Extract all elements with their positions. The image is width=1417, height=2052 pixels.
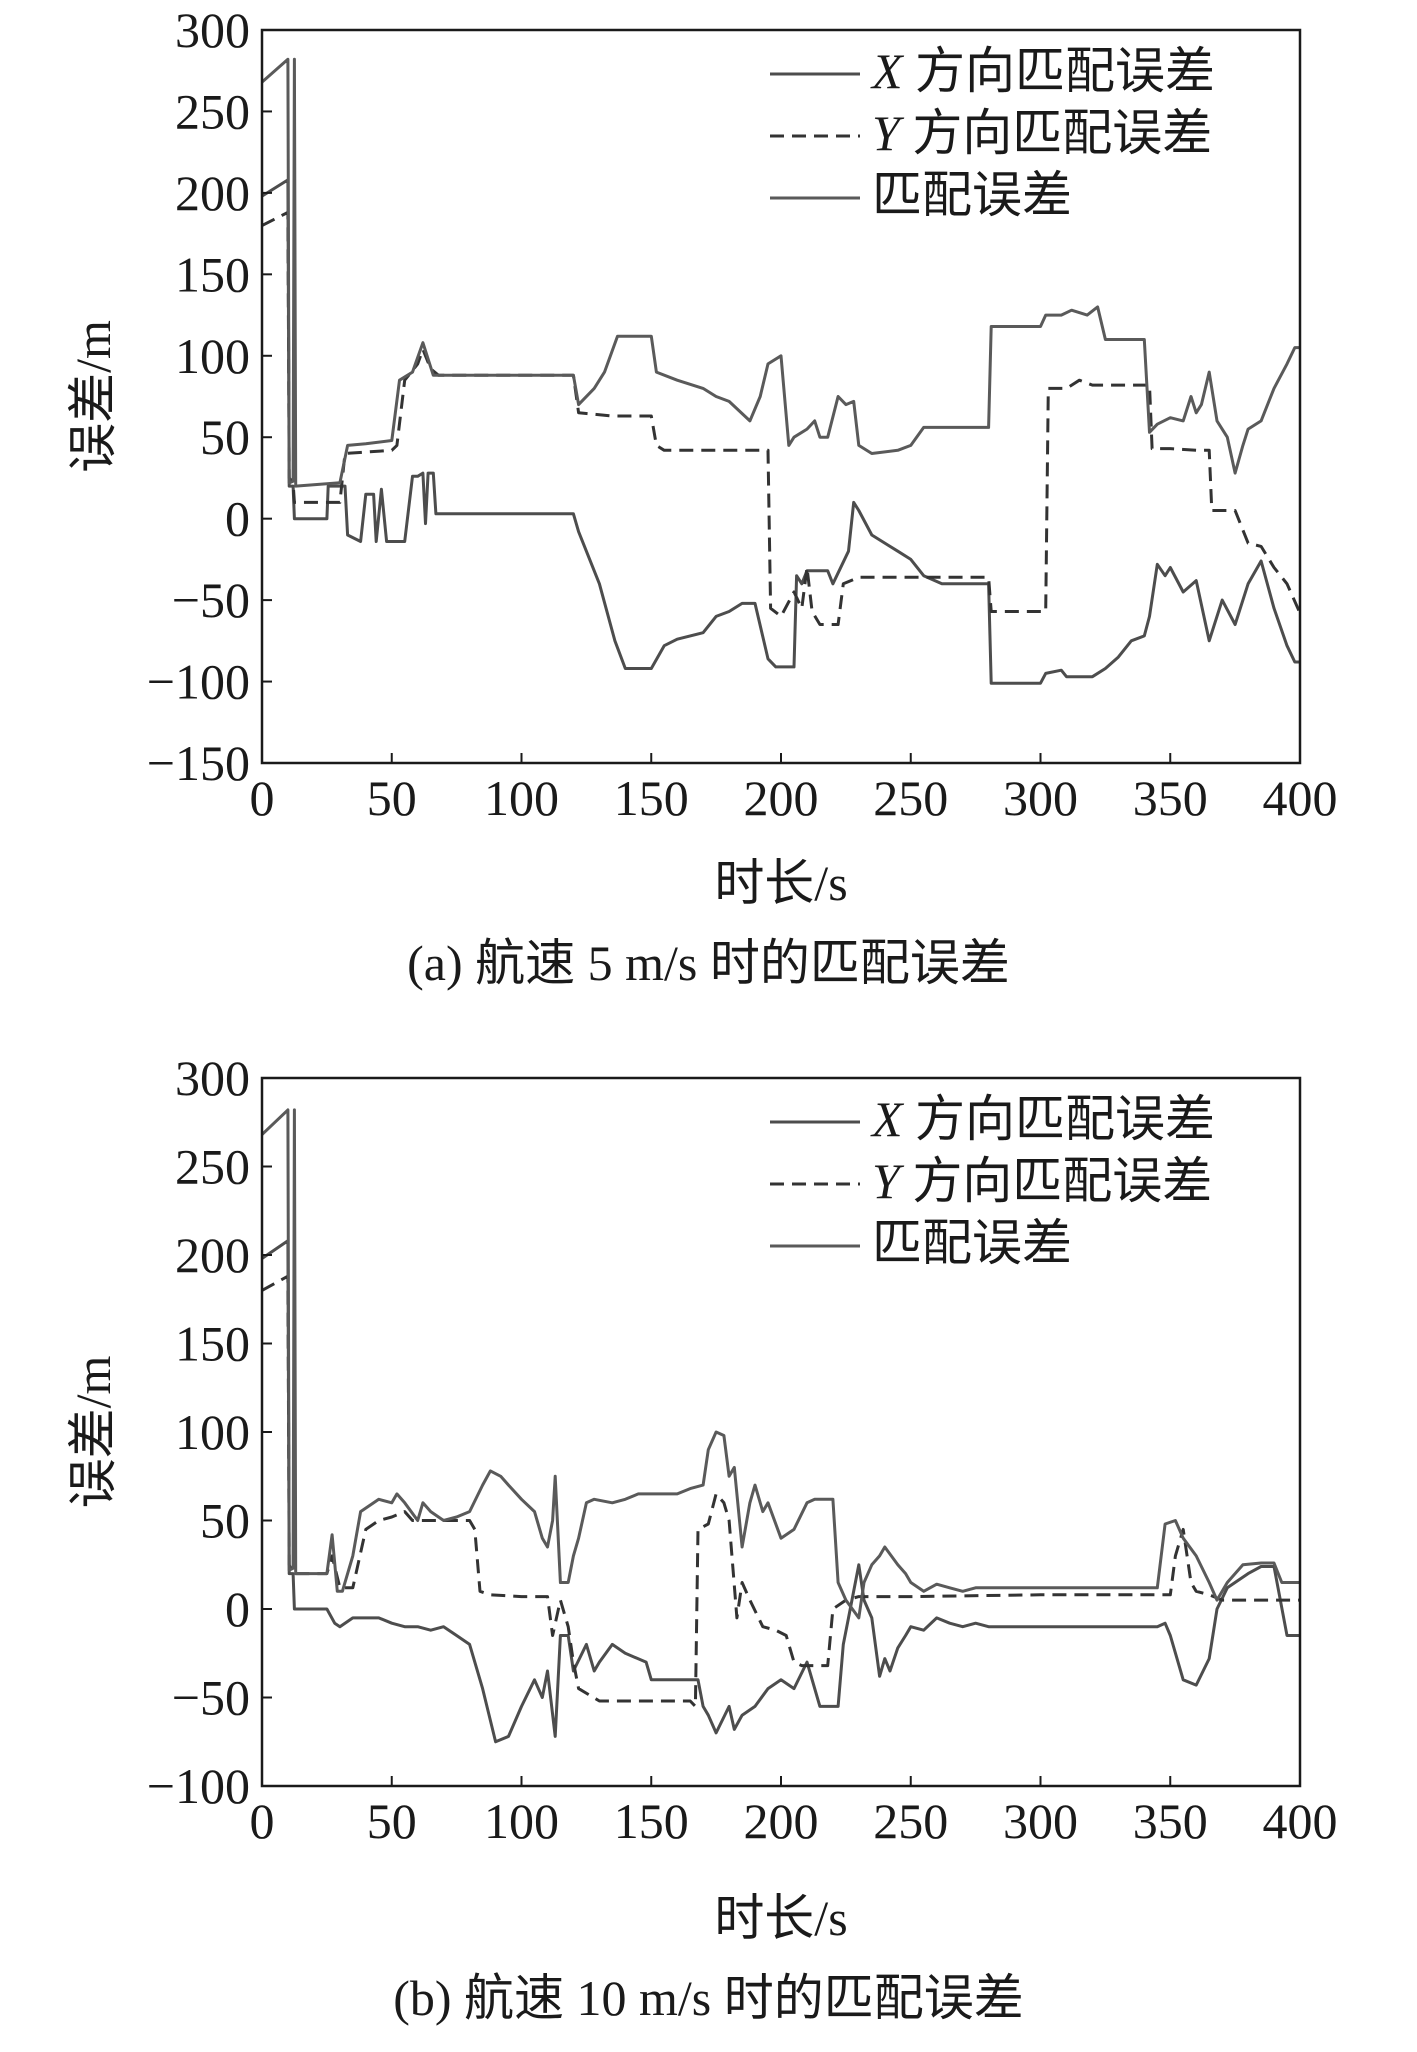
y-tick-label: −50: [172, 572, 250, 628]
x-tick-label: 300: [1003, 770, 1078, 826]
legend-label-1: Y 方向匹配误差: [872, 1153, 1212, 1209]
x-tick-label: 0: [250, 770, 275, 826]
x-tick-label: 200: [744, 770, 819, 826]
x-tick-label: 100: [484, 770, 559, 826]
chart-panel-a: 0 50 100 150 200 250 300 350 400 300 250 200 150 100 5…: [0, 0, 1417, 1020]
chart-b-svg: 0 50 100 150 200 250 300 350 400 300 250 200 150 100 5…: [65, 1050, 1338, 1946]
series-line-2: [262, 1108, 1300, 1620]
y-tick-label: 150: [175, 1316, 250, 1372]
legend-label-0: X 方向匹配误差: [870, 1091, 1215, 1147]
y-tick-label: 300: [175, 1050, 250, 1106]
y-tick-label: 0: [225, 1581, 250, 1637]
y-tick-label: −100: [147, 654, 250, 710]
x-tick-label: 50: [367, 770, 417, 826]
x-tick-label: 50: [367, 1793, 417, 1849]
y-tick-label: 300: [175, 2, 250, 58]
series-line-0: [262, 178, 1300, 685]
y-tick-label: −50: [172, 1670, 250, 1726]
y-tick-label: 100: [175, 1404, 250, 1460]
legend-label-0: X 方向匹配误差: [870, 43, 1215, 99]
y-axis-title: 误差/m: [65, 320, 121, 473]
series-line-1: [262, 1274, 1300, 1708]
chart-a-caption: (a) 航速 5 m/s 时的匹配误差: [407, 935, 1010, 991]
x-tick-label: 250: [873, 1793, 948, 1849]
x-axis-title: 时长/s: [714, 1890, 847, 1946]
x-tick-label: 150: [614, 1793, 689, 1849]
y-tick-label: 200: [175, 165, 250, 221]
x-tick-label: 250: [873, 770, 948, 826]
x-tick-label: 150: [614, 770, 689, 826]
x-tick-label: 350: [1133, 1793, 1208, 1849]
y-tick-label: 0: [225, 491, 250, 547]
x-tick-label: 300: [1003, 1793, 1078, 1849]
series-line-0: [262, 1239, 1300, 1744]
legend-label-1: Y 方向匹配误差: [872, 105, 1212, 161]
legend-label-2: 匹配误差: [872, 167, 1072, 223]
y-tick-label: 250: [175, 83, 250, 139]
chart-b-caption: (b) 航速 10 m/s 时的匹配误差: [393, 1970, 1024, 2026]
y-tick-label: 200: [175, 1227, 250, 1283]
legend-label-2: 匹配误差: [872, 1215, 1072, 1271]
x-tick-label: 350: [1133, 770, 1208, 826]
y-tick-label: 100: [175, 328, 250, 384]
x-axis-title: 时长/s: [714, 855, 847, 911]
y-tick-label: 50: [200, 409, 250, 465]
y-tick-label: −150: [147, 735, 250, 791]
series-line-1: [262, 210, 1300, 626]
chart-panel-b: 0 50 100 150 200 250 300 350 400 300 250 200 150 100 5…: [0, 1040, 1417, 2052]
x-tick-label: 0: [250, 1793, 275, 1849]
y-tick-label: 50: [200, 1493, 250, 1549]
x-tick-label: 400: [1263, 770, 1338, 826]
y-tick-label: −100: [147, 1758, 250, 1814]
y-tick-label: 150: [175, 246, 250, 302]
y-axis-title: 误差/m: [65, 1356, 121, 1509]
series-line-2: [262, 57, 1300, 488]
x-tick-label: 400: [1263, 1793, 1338, 1849]
x-tick-label: 100: [484, 1793, 559, 1849]
y-tick-label: 250: [175, 1139, 250, 1195]
x-tick-label: 200: [744, 1793, 819, 1849]
chart-a-svg: 0 50 100 150 200 250 300 350 400 300 250 200 150 100 5…: [65, 2, 1338, 911]
